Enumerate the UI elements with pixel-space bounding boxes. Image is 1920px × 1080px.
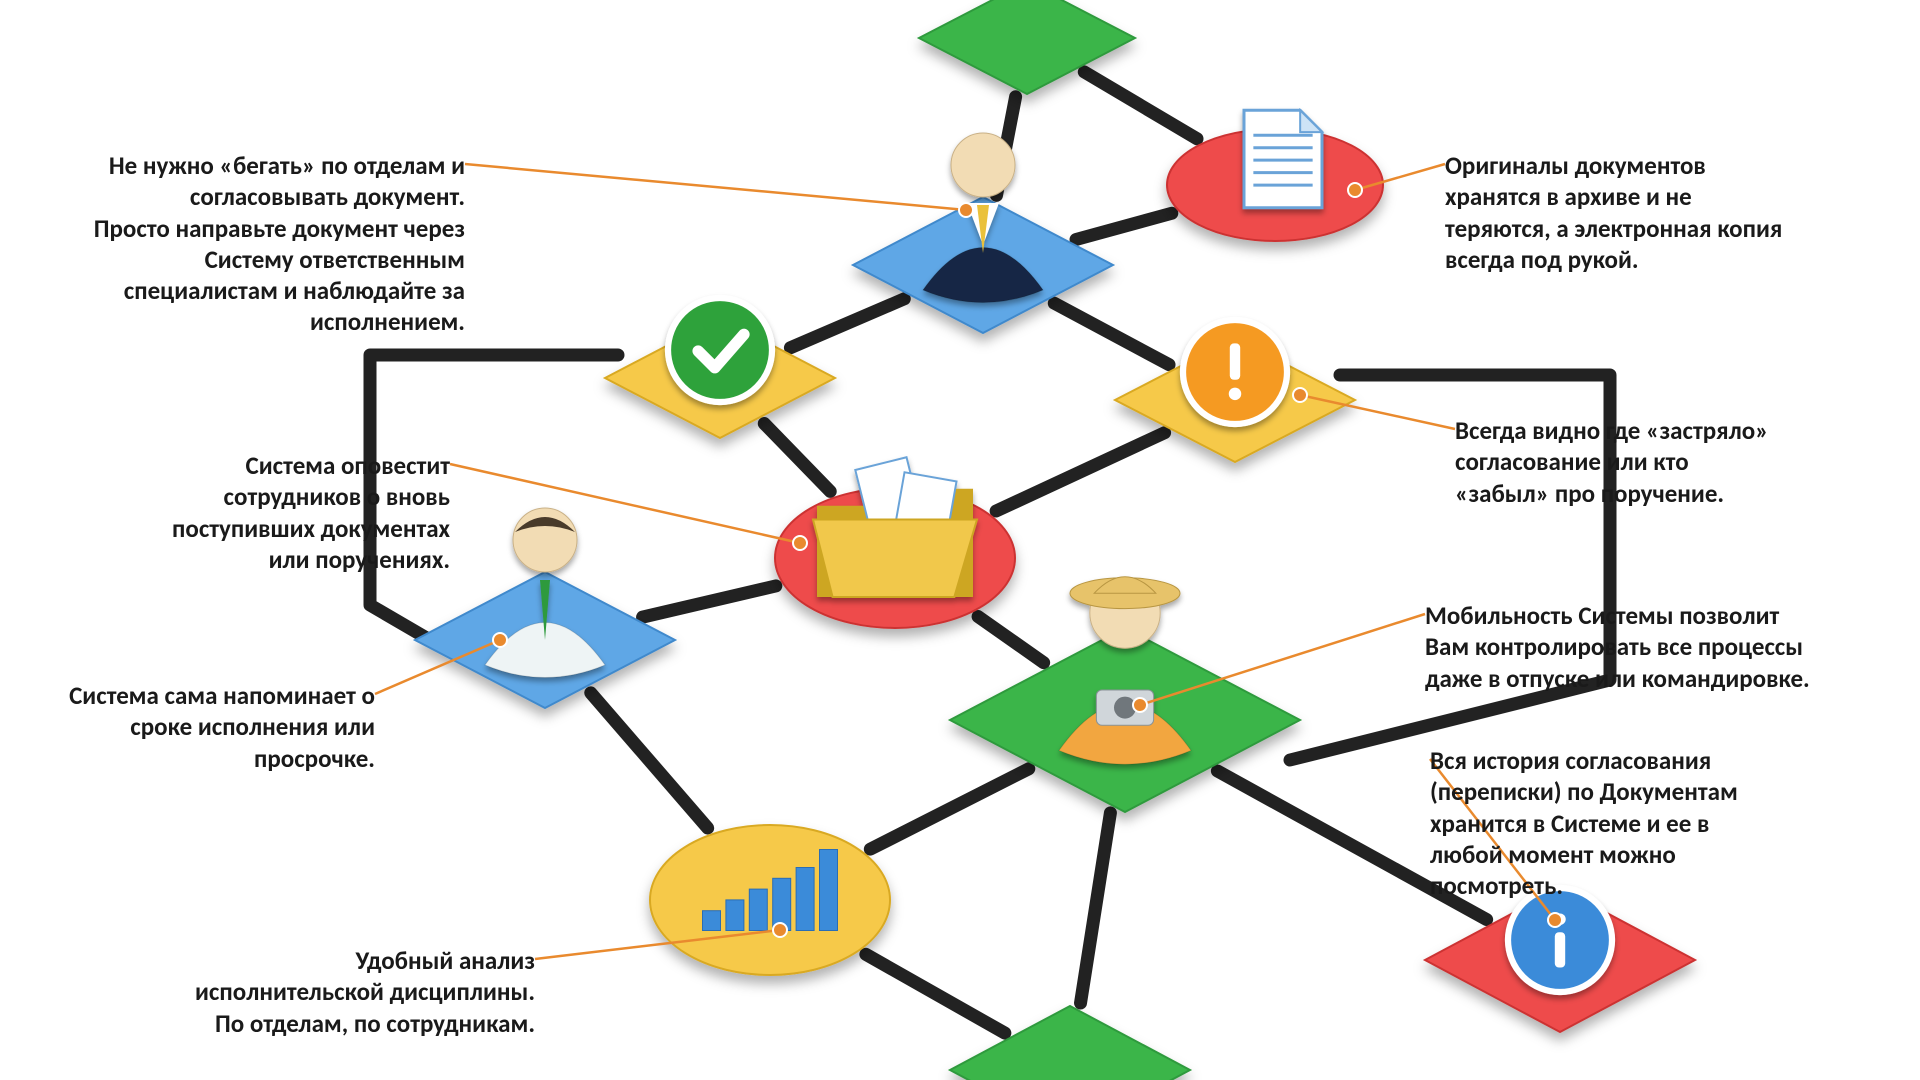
callout-dot [1348,183,1362,197]
callout-dot [793,536,807,550]
tile-yellow-chart [650,825,890,975]
connector [591,693,708,828]
connector [866,954,1005,1033]
check-icon [668,298,772,402]
connector [643,586,776,617]
alert-icon [1183,320,1287,424]
connector [764,424,830,492]
callout-dot [959,203,973,217]
callout-dot [1293,388,1307,402]
connector [790,299,904,348]
callout-line [465,164,966,210]
callout-dot [493,633,507,647]
folder-icon [813,457,977,597]
callout-line [450,464,800,543]
callout-text-t8: Удобный анализ исполнительской дисциплин… [120,945,535,1039]
connector [1084,72,1197,139]
callout-dot [773,923,787,937]
connector [1054,303,1169,364]
callout-text-t7: Вся история согласования (переписки) по … [1430,745,1850,901]
connector [1081,813,1111,1003]
info-icon [1508,888,1612,992]
connector [978,617,1044,663]
callout-text-t3: Всегда видно где «застряло» согласование… [1455,415,1885,509]
connector [1076,213,1172,239]
callout-text-t2: Оригиналы документов хранятся в архиве и… [1445,150,1845,275]
clerk-icon [485,508,605,678]
callout-text-t6: Мобильность Системы позволит Вам контрол… [1425,600,1905,694]
connector [870,769,1028,849]
connector [996,433,1164,511]
callout-dot [1133,698,1147,712]
callout-text-t1: Не нужно «бегать» по отделам и согласовы… [10,150,465,338]
callout-text-t5: Система сама напоминает о сроке исполнен… [5,680,375,774]
businessman-icon [923,133,1043,303]
infographic-stage: Не нужно «бегать» по отделам и согласовы… [0,0,1920,1080]
callout-dot [1548,913,1562,927]
document-icon [1244,110,1322,208]
callout-text-t4: Система оповестит сотрудников о вновь по… [60,450,450,575]
